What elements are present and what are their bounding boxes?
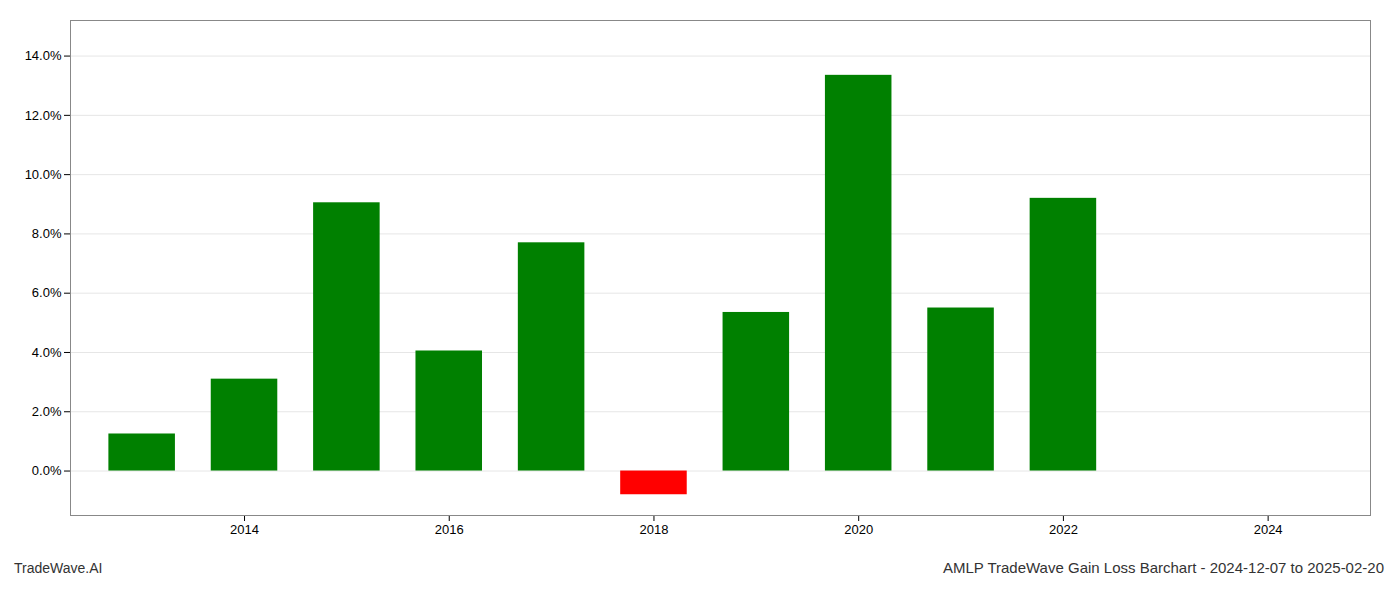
svg-text:2018: 2018 [640,522,669,537]
svg-text:2016: 2016 [435,522,464,537]
svg-text:8.0%: 8.0% [32,226,62,241]
svg-text:12.0%: 12.0% [25,108,62,123]
svg-text:2020: 2020 [844,522,873,537]
html-text:TradeWave.AI: TradeWave.AI [14,560,103,576]
svg-text:2014: 2014 [230,522,259,537]
svg-text:10.0%: 10.0% [25,167,62,182]
svg-text:4.0%: 4.0% [32,345,62,360]
svg-text:2022: 2022 [1049,522,1078,537]
html-text:AMLP TradeWave Gain Loss Barch: AMLP TradeWave Gain Loss Barchart - 2024… [942,559,1384,576]
svg-text:14.0%: 14.0% [25,48,62,63]
svg-text:2024: 2024 [1254,522,1283,537]
svg-text:0.0%: 0.0% [32,463,62,478]
svg-text:2.0%: 2.0% [32,404,62,419]
svg-text:6.0%: 6.0% [32,285,62,300]
